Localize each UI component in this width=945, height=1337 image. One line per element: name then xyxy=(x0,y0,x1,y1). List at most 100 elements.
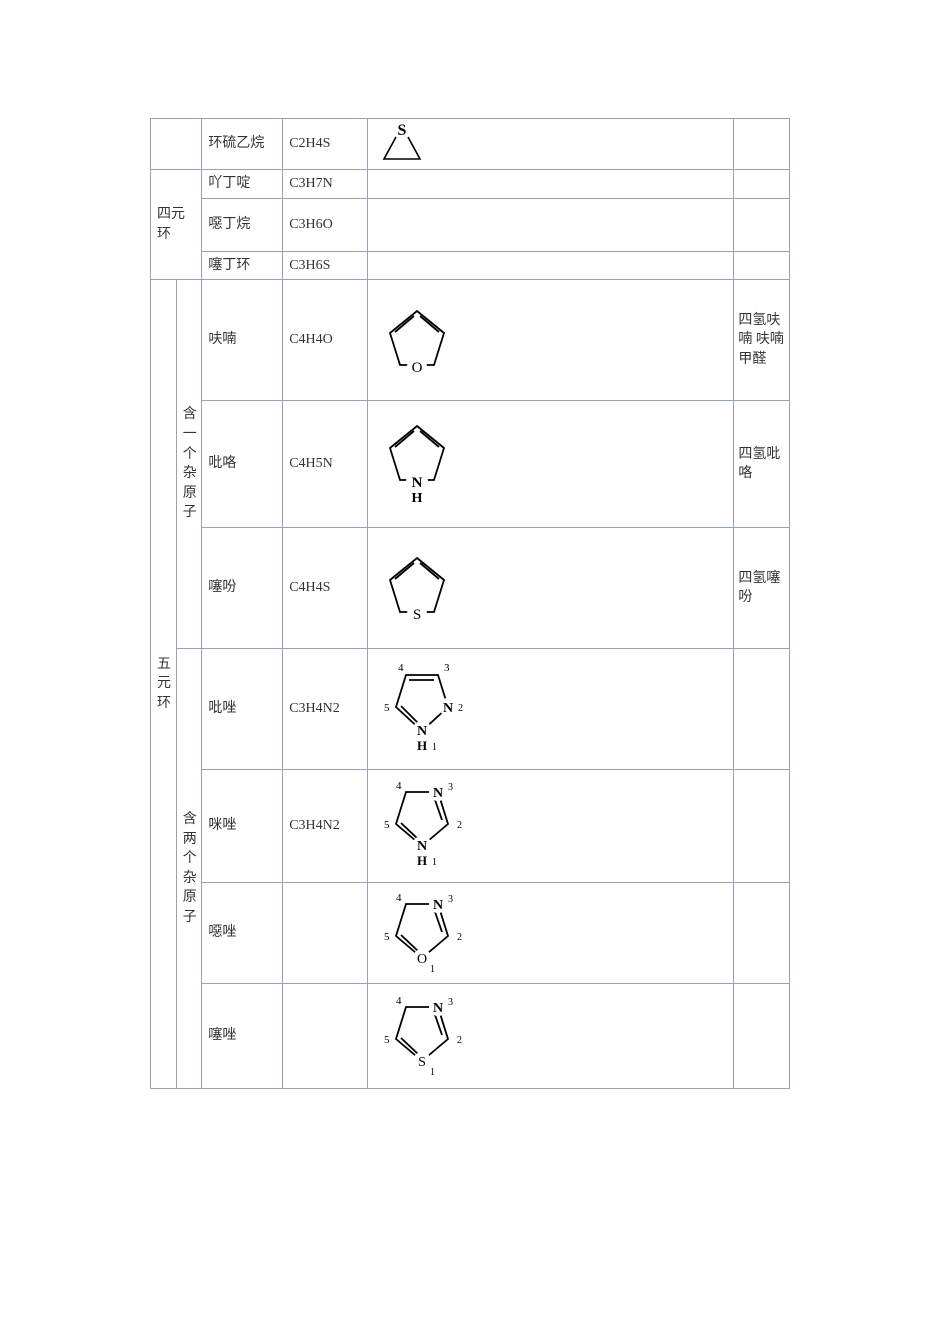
h-label: H xyxy=(412,491,423,506)
pos-1: 1 xyxy=(430,964,435,974)
table-row: 四元环 吖丁啶 C3H7N xyxy=(151,170,790,199)
deriv-cell xyxy=(734,649,790,770)
table-row: 含两个杂原子 吡唑 C3H4N2 N N H 1 2 3 4 xyxy=(151,649,790,770)
pos-3: 3 xyxy=(448,997,453,1008)
deriv-cell xyxy=(734,770,790,883)
deriv-cell xyxy=(734,883,790,984)
table-row: 五元环 含一个杂原子 呋喃 C4H4O O 四氢呋喃 呋喃甲醛 xyxy=(151,280,790,401)
structure-cell: O xyxy=(368,280,734,401)
pos-3: 3 xyxy=(448,782,453,793)
table-row: 噻丁环 C3H6S xyxy=(151,251,790,280)
pos-3: 3 xyxy=(448,894,453,905)
compound-name: 吡咯 xyxy=(202,401,283,528)
deriv-cell xyxy=(734,170,790,199)
pos-5: 5 xyxy=(384,931,390,943)
compound-formula: C4H4O xyxy=(283,280,368,401)
table-row: 噻唑 N S 1 2 3 4 5 xyxy=(151,984,790,1089)
n-label: N xyxy=(433,786,443,801)
structure-cell: N H xyxy=(368,401,734,528)
structure-cell xyxy=(368,170,734,199)
deriv-cell xyxy=(734,984,790,1089)
structure-cell: N S 1 2 3 4 5 xyxy=(368,984,734,1089)
table-row: 噁唑 N O 1 2 3 4 5 xyxy=(151,883,790,984)
compound-name: 噻唑 xyxy=(202,984,283,1089)
pos-4: 4 xyxy=(398,662,404,674)
compound-formula: C2H4S xyxy=(283,119,368,170)
n-label: N xyxy=(417,839,427,854)
thiophene-structure: S xyxy=(372,548,729,628)
pos-1: 1 xyxy=(430,1067,435,1077)
structure-cell: S xyxy=(368,119,734,170)
oxazole-structure: N O 1 2 3 4 5 xyxy=(372,892,729,974)
compound-name: 噁丁烷 xyxy=(202,198,283,251)
compound-name: 环硫乙烷 xyxy=(202,119,283,170)
deriv-cell xyxy=(734,251,790,280)
h-label: H xyxy=(417,738,427,753)
furan-structure: O xyxy=(372,301,729,379)
compound-formula: C3H7N xyxy=(283,170,368,199)
deriv-cell: 四氢呋喃 呋喃甲醛 xyxy=(734,280,790,401)
structure-cell: S xyxy=(368,528,734,649)
structure-cell: N N H 1 2 3 4 5 xyxy=(368,649,734,770)
table-row: 噻吩 C4H4S S 四氢噻吩 xyxy=(151,528,790,649)
pos-1: 1 xyxy=(432,857,437,868)
n-label: N xyxy=(443,701,453,716)
n-label: N xyxy=(433,1001,443,1016)
pos-3: 3 xyxy=(444,662,450,674)
deriv-cell xyxy=(734,119,790,170)
compound-name: 呋喃 xyxy=(202,280,283,401)
pos-4: 4 xyxy=(396,780,402,792)
compound-formula: C3H4N2 xyxy=(283,770,368,883)
compound-formula: C4H4S xyxy=(283,528,368,649)
table-row: 吡咯 C4H5N N H 四氢吡咯 xyxy=(151,401,790,528)
compound-name: 吡唑 xyxy=(202,649,283,770)
compound-formula: C4H5N xyxy=(283,401,368,528)
s-label: S xyxy=(398,123,407,139)
subgroup-one-het: 含一个杂原子 xyxy=(176,280,202,649)
s-label: S xyxy=(413,607,421,623)
compound-formula xyxy=(283,883,368,984)
deriv-cell: 四氢吡咯 xyxy=(734,401,790,528)
compound-formula: C3H4N2 xyxy=(283,649,368,770)
pyrrole-structure: N H xyxy=(372,418,729,510)
compound-name: 吖丁啶 xyxy=(202,170,283,199)
pos-4: 4 xyxy=(396,892,402,904)
pos-2: 2 xyxy=(457,1035,462,1046)
heterocycle-table: 环硫乙烷 C2H4S S 四元环 吖丁啶 C3H7N 噁丁烷 C3H6O 噻丁环… xyxy=(150,118,790,1089)
pos-5: 5 xyxy=(384,1034,390,1046)
table-row: 环硫乙烷 C2H4S S xyxy=(151,119,790,170)
n-label: N xyxy=(412,475,423,491)
deriv-cell xyxy=(734,198,790,251)
five-ring-label: 五元环 xyxy=(157,657,171,711)
thiazole-structure: N S 1 2 3 4 5 xyxy=(372,995,729,1077)
pos-5: 5 xyxy=(384,819,390,831)
compound-formula: C3H6S xyxy=(283,251,368,280)
structure-cell xyxy=(368,251,734,280)
thiirane-structure: S xyxy=(372,123,729,165)
table-row: 噁丁烷 C3H6O xyxy=(151,198,790,251)
structure-cell: N O 1 2 3 4 5 xyxy=(368,883,734,984)
imidazole-structure: N N H 1 2 3 4 5 xyxy=(372,780,729,872)
pos-5: 5 xyxy=(384,702,390,714)
o-label: O xyxy=(417,952,427,967)
pos-4: 4 xyxy=(396,995,402,1007)
subgroup-two-het: 含两个杂原子 xyxy=(176,649,202,1089)
compound-formula xyxy=(283,984,368,1089)
group-five-ring: 五元环 xyxy=(151,280,177,1089)
pos-2: 2 xyxy=(458,703,463,714)
compound-name: 咪唑 xyxy=(202,770,283,883)
n-label: N xyxy=(433,898,443,913)
compound-name: 噻吩 xyxy=(202,528,283,649)
pyrazole-structure: N N H 1 2 3 4 5 xyxy=(372,661,729,757)
n-label: N xyxy=(417,724,427,739)
group-cell-empty xyxy=(151,119,202,170)
compound-formula: C3H6O xyxy=(283,198,368,251)
group-four-ring: 四元环 xyxy=(151,170,202,280)
table-row: 咪唑 C3H4N2 N N H 1 2 3 4 5 xyxy=(151,770,790,883)
compound-name: 噁唑 xyxy=(202,883,283,984)
pos-2: 2 xyxy=(457,820,462,831)
o-label: O xyxy=(412,360,423,376)
deriv-cell: 四氢噻吩 xyxy=(734,528,790,649)
structure-cell: N N H 1 2 3 4 5 xyxy=(368,770,734,883)
s-label: S xyxy=(418,1055,426,1070)
